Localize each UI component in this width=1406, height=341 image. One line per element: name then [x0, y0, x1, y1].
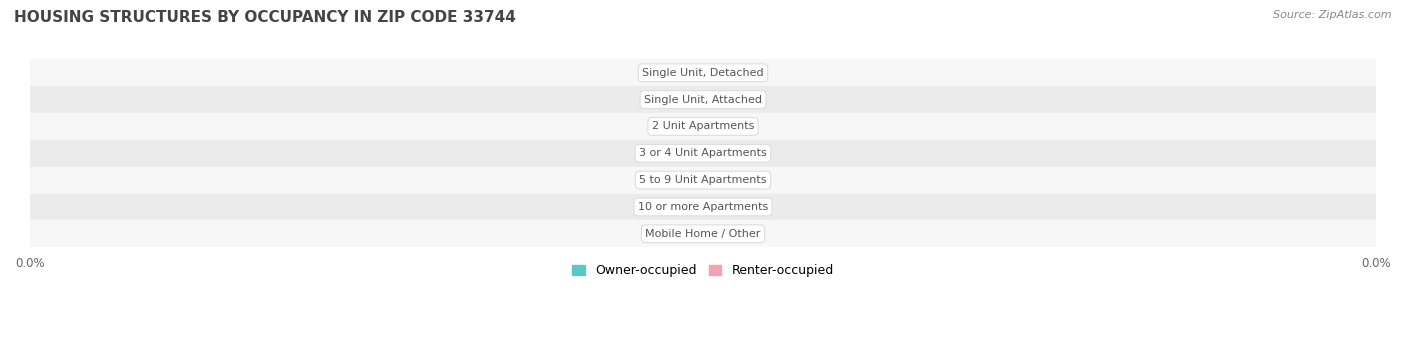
- Text: Source: ZipAtlas.com: Source: ZipAtlas.com: [1274, 10, 1392, 20]
- Text: HOUSING STRUCTURES BY OCCUPANCY IN ZIP CODE 33744: HOUSING STRUCTURES BY OCCUPANCY IN ZIP C…: [14, 10, 516, 25]
- Text: 0.0%: 0.0%: [714, 94, 745, 105]
- Text: 0.0%: 0.0%: [661, 175, 692, 185]
- Text: Single Unit, Attached: Single Unit, Attached: [644, 94, 762, 105]
- Bar: [650, 226, 703, 242]
- Text: 0.0%: 0.0%: [661, 148, 692, 158]
- Bar: [650, 65, 703, 81]
- Text: 0.0%: 0.0%: [661, 229, 692, 239]
- Bar: [703, 118, 756, 134]
- Text: Single Unit, Detached: Single Unit, Detached: [643, 68, 763, 78]
- Bar: [30, 86, 1376, 113]
- Bar: [30, 59, 1376, 86]
- Text: 0.0%: 0.0%: [714, 148, 745, 158]
- Bar: [650, 118, 703, 134]
- Bar: [703, 199, 756, 215]
- Text: 3 or 4 Unit Apartments: 3 or 4 Unit Apartments: [640, 148, 766, 158]
- Text: 0.0%: 0.0%: [661, 94, 692, 105]
- Text: 0.0%: 0.0%: [714, 202, 745, 212]
- Bar: [703, 172, 756, 188]
- Text: 0.0%: 0.0%: [661, 121, 692, 131]
- Text: 10 or more Apartments: 10 or more Apartments: [638, 202, 768, 212]
- Text: 0.0%: 0.0%: [714, 121, 745, 131]
- Text: 5 to 9 Unit Apartments: 5 to 9 Unit Apartments: [640, 175, 766, 185]
- Bar: [30, 167, 1376, 194]
- Text: 2 Unit Apartments: 2 Unit Apartments: [652, 121, 754, 131]
- Text: 0.0%: 0.0%: [714, 175, 745, 185]
- Text: 0.0%: 0.0%: [661, 68, 692, 78]
- Bar: [30, 220, 1376, 247]
- Bar: [30, 194, 1376, 220]
- Bar: [650, 199, 703, 215]
- Bar: [650, 91, 703, 108]
- Bar: [703, 145, 756, 161]
- Text: 0.0%: 0.0%: [714, 68, 745, 78]
- Bar: [30, 140, 1376, 167]
- Bar: [30, 113, 1376, 140]
- Bar: [703, 226, 756, 242]
- Bar: [650, 172, 703, 188]
- Bar: [650, 145, 703, 161]
- Text: 0.0%: 0.0%: [661, 202, 692, 212]
- Bar: [703, 91, 756, 108]
- Text: Mobile Home / Other: Mobile Home / Other: [645, 229, 761, 239]
- Bar: [703, 65, 756, 81]
- Legend: Owner-occupied, Renter-occupied: Owner-occupied, Renter-occupied: [568, 259, 838, 282]
- Text: 0.0%: 0.0%: [714, 229, 745, 239]
